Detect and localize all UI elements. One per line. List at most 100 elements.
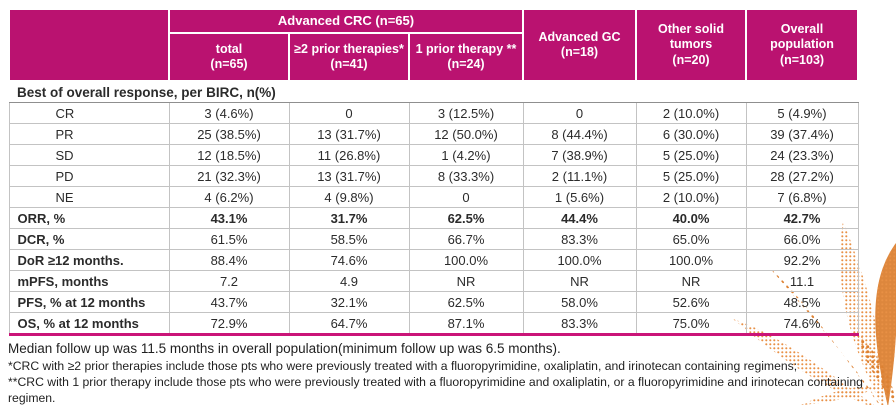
header-crc-1-prior: 1 prior therapy ** (n=24) [408, 32, 524, 82]
table-cell: 32.1% [288, 291, 410, 313]
table-row: PR 25 (38.5%) 13 (31.7%) 12 (50.0%) 8 (44.4%… [8, 123, 859, 145]
table-cell: 64.7% [288, 312, 410, 336]
table-cell: 43.1% [168, 207, 290, 229]
table-cell: 42.7% [745, 207, 859, 229]
table-cell: 44.4% [522, 207, 637, 229]
table-cell: 13 (31.7%) [288, 123, 410, 145]
table-cell: 72.9% [168, 312, 290, 336]
table-cell: 39 (37.4%) [745, 123, 859, 145]
table-row: DoR ≥12 months. 88.4% 74.6% 100.0% 100.0% 100… [8, 249, 859, 271]
table-cell: 0 [288, 102, 410, 124]
table-cell: 1 (4.2%) [408, 144, 524, 166]
halftone-leaf-decoration [733, 221, 896, 405]
table-cell: NR [522, 270, 637, 292]
table-row: PFS, % at 12 months 43.7% 32.1% 62.5% 58.0% 5… [8, 291, 859, 313]
row-label: NE [8, 186, 170, 208]
table-cell: 4 (6.2%) [168, 186, 290, 208]
table-cell: 11 (26.8%) [288, 144, 410, 166]
table-cell: 7.2 [168, 270, 290, 292]
table-header: Advanced CRC (n=65) Advanced GC (n=18) O… [8, 8, 859, 82]
row-label: mPFS, months [8, 270, 170, 292]
table-cell: 100.0% [408, 249, 524, 271]
table-cell: 8 (44.4%) [522, 123, 637, 145]
header-group-advanced-crc: Advanced CRC (n=65) [168, 8, 524, 34]
table-cell: 65.0% [635, 228, 747, 250]
table-cell: 62.5% [408, 291, 524, 313]
table-cell: 8 (33.3%) [408, 165, 524, 187]
table-cell: 31.7% [288, 207, 410, 229]
table-row: PD 21 (32.3%) 13 (31.7%) 8 (33.3%) 2 (11.1%)… [8, 165, 859, 187]
footnote-crc-2plus-prior: *CRC with ≥2 prior therapies include tho… [8, 359, 798, 373]
table-cell: 5 (25.0%) [635, 144, 747, 166]
footnotes: Median follow up was 11.5 months in over… [8, 341, 890, 407]
table-cell: 11.1 [745, 270, 859, 292]
table-cell: 3 (12.5%) [408, 102, 524, 124]
table-cell: 6 (30.0%) [635, 123, 747, 145]
row-label: PD [8, 165, 170, 187]
footnote-crc-1-prior: **CRC with 1 prior therapy include those… [8, 374, 863, 405]
row-label: ORR, % [8, 207, 170, 229]
table-cell: 2 (10.0%) [635, 102, 747, 124]
table-cell: 43.7% [168, 291, 290, 313]
table-row: CR 3 (4.6%) 0 3 (12.5%) 0 2 (10.0%) 5 (4.9%) [8, 102, 859, 124]
table-cell: 58.0% [522, 291, 637, 313]
table-cell: 1 (5.6%) [522, 186, 637, 208]
row-label: PR [8, 123, 170, 145]
header-crc-2plus-prior: ≥2 prior therapies* (n=41) [288, 32, 410, 82]
table-cell: 66.7% [408, 228, 524, 250]
table-cell: 0 [522, 102, 637, 124]
section-header-row: Best of overall response, per BIRC, n(%) [9, 81, 858, 103]
table-cell: 58.5% [288, 228, 410, 250]
table-cell: 74.6% [288, 249, 410, 271]
table-cell: 5 (25.0%) [635, 165, 747, 187]
table-cell: 48.5% [745, 291, 859, 313]
header-row-groups: Advanced CRC (n=65) Advanced GC (n=18) O… [8, 8, 859, 82]
table-cell: 83.3% [522, 228, 637, 250]
table-cell: 83.3% [522, 312, 637, 336]
table-cell: 40.0% [635, 207, 747, 229]
row-label: DCR, % [8, 228, 170, 250]
table-cell: 62.5% [408, 207, 524, 229]
header-crc-total: total (n=65) [168, 32, 290, 82]
table-cell: 88.4% [168, 249, 290, 271]
table-cell: 100.0% [522, 249, 637, 271]
table-cell: 12 (50.0%) [408, 123, 524, 145]
table-cell: 100.0% [635, 249, 747, 271]
table-row: mPFS, months 7.2 4.9 NR NR NR 11.1 [8, 270, 859, 292]
table-cell: 28 (27.2%) [745, 165, 859, 187]
row-label: OS, % at 12 months [8, 312, 170, 336]
table-row: ORR, % 43.1% 31.7% 62.5% 44.4% 40.0% 42.7% [8, 207, 859, 229]
table-cell: 21 (32.3%) [168, 165, 290, 187]
table-cell: 87.1% [408, 312, 524, 336]
table-body: Best of overall response, per BIRC, n(%)… [8, 81, 859, 336]
table-cell: NR [408, 270, 524, 292]
row-label: CR [8, 102, 170, 124]
table-cell: 74.6% [745, 312, 859, 336]
table-cell: 12 (18.5%) [168, 144, 290, 166]
table-row: OS, % at 12 months 72.9% 64.7% 87.1% 83.3% 75… [8, 312, 859, 336]
table-cell: NR [635, 270, 747, 292]
table-row: DCR, % 61.5% 58.5% 66.7% 83.3% 65.0% 66.0% [8, 228, 859, 250]
header-corner-cell [8, 8, 170, 82]
table-cell: 52.6% [635, 291, 747, 313]
header-row-subcolumns: total (n=65) ≥2 prior therapies* (n=41) … [9, 32, 858, 82]
table-cell: 2 (11.1%) [522, 165, 637, 187]
table-cell: 2 (10.0%) [635, 186, 747, 208]
row-label: SD [8, 144, 170, 166]
header-advanced-gc: Advanced GC (n=18) [522, 8, 637, 82]
header-other-solid-tumors: Other solid tumors (n=20) [635, 8, 747, 82]
table-cell: 24 (23.3%) [745, 144, 859, 166]
table-cell: 61.5% [168, 228, 290, 250]
table-cell: 25 (38.5%) [168, 123, 290, 145]
table-cell: 75.0% [635, 312, 747, 336]
table-cell: 3 (4.6%) [168, 102, 290, 124]
clinical-results-table: Advanced CRC (n=65) Advanced GC (n=18) O… [8, 8, 859, 336]
footnote-median-followup: Median follow up was 11.5 months in over… [8, 341, 561, 356]
table-cell: 4 (9.8%) [288, 186, 410, 208]
table-row: SD 12 (18.5%) 11 (26.8%) 1 (4.2%) 7 (38.9%) 5… [8, 144, 859, 166]
section-header-label: Best of overall response, per BIRC, n(%) [9, 81, 858, 103]
table-cell: 0 [408, 186, 524, 208]
table-cell: 7 (6.8%) [745, 186, 859, 208]
table-cell: 92.2% [745, 249, 859, 271]
